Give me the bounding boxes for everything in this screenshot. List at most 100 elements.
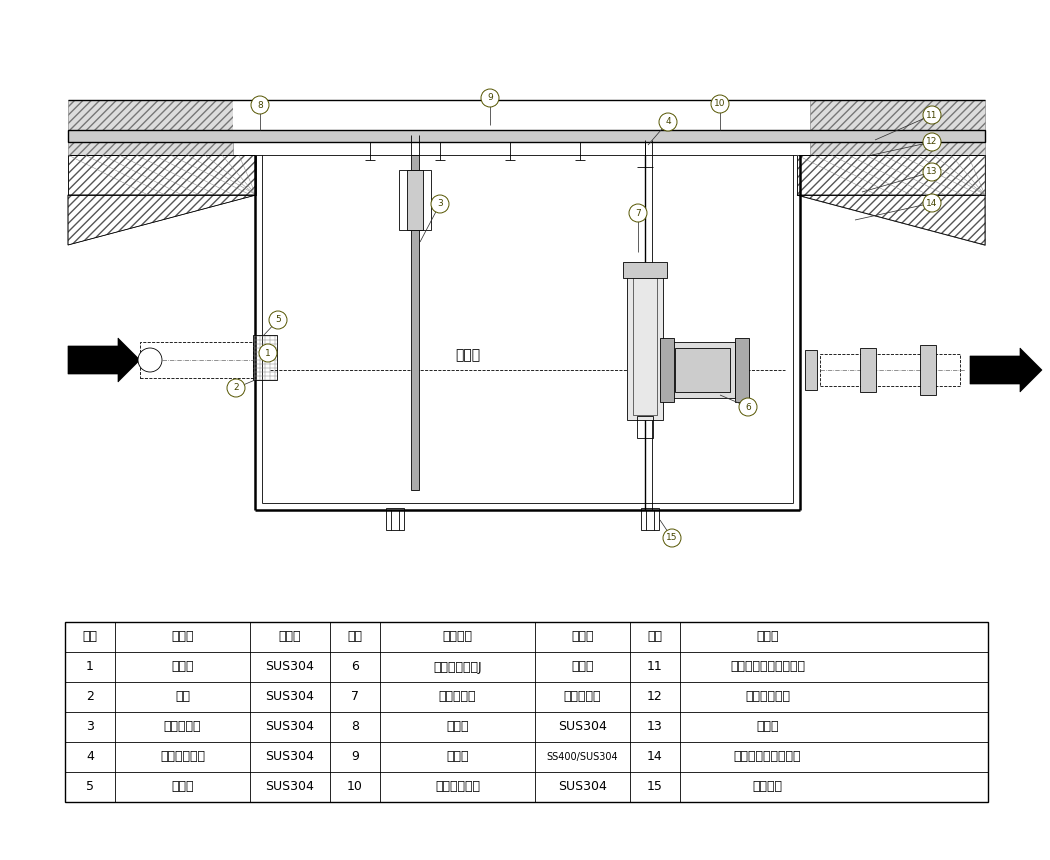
Text: 13: 13 <box>926 168 938 176</box>
Text: スラブコンクリート: スラブコンクリート <box>734 751 801 764</box>
Text: 15: 15 <box>667 533 677 543</box>
Text: 15: 15 <box>647 781 663 794</box>
Text: 防水止フック: 防水止フック <box>160 751 205 764</box>
Bar <box>399 170 430 230</box>
Circle shape <box>481 89 499 107</box>
Circle shape <box>711 95 729 113</box>
Text: 7: 7 <box>635 208 640 218</box>
Circle shape <box>259 344 277 362</box>
Text: 3: 3 <box>437 200 443 208</box>
Text: 吊り金具: 吊り金具 <box>753 781 782 794</box>
Polygon shape <box>68 142 233 155</box>
Text: Ｐ　Ｖ　Ｃ: Ｐ Ｖ Ｃ <box>564 691 602 703</box>
Polygon shape <box>68 195 256 245</box>
Bar <box>640 508 659 530</box>
Text: SS400/SUS304: SS400/SUS304 <box>547 752 618 762</box>
Text: 9: 9 <box>351 751 359 764</box>
Polygon shape <box>68 155 256 195</box>
Polygon shape <box>68 338 140 382</box>
Bar <box>68 130 985 142</box>
Text: 5: 5 <box>86 781 94 794</box>
Text: SUS304: SUS304 <box>266 751 314 764</box>
Bar <box>670 342 735 398</box>
Text: 受　枠: 受 枠 <box>446 721 468 734</box>
Polygon shape <box>970 348 1042 392</box>
Polygon shape <box>797 195 985 245</box>
Text: SUS304: SUS304 <box>266 691 314 703</box>
Circle shape <box>923 133 941 151</box>
Circle shape <box>923 106 941 124</box>
Text: 受笹: 受笹 <box>175 691 190 703</box>
Text: 11: 11 <box>926 110 938 120</box>
Circle shape <box>269 311 287 329</box>
Text: ふ　た: ふ た <box>446 751 468 764</box>
Text: SUS304: SUS304 <box>558 721 607 734</box>
Text: 品　　名: 品 名 <box>442 630 473 643</box>
Bar <box>253 335 277 380</box>
Text: 14: 14 <box>926 199 938 207</box>
Text: 8: 8 <box>351 721 359 734</box>
Text: 品　名: 品 名 <box>756 630 779 643</box>
Bar <box>860 348 876 392</box>
Text: スライド板: スライド板 <box>164 721 202 734</box>
Circle shape <box>430 195 449 213</box>
Bar <box>805 350 817 390</box>
Circle shape <box>923 194 941 212</box>
Text: 2: 2 <box>86 691 93 703</box>
Bar <box>411 155 419 490</box>
Text: 6: 6 <box>746 402 751 411</box>
Circle shape <box>663 529 681 547</box>
Text: 部番: 部番 <box>83 630 98 643</box>
Bar <box>627 270 663 420</box>
Text: 本　体: 本 体 <box>171 660 194 673</box>
Text: トラップ管: トラップ管 <box>439 691 477 703</box>
Text: 部番: 部番 <box>648 630 663 643</box>
Text: 流入管: 流入管 <box>171 781 194 794</box>
Text: SUS304: SUS304 <box>266 721 314 734</box>
Text: 品　名: 品 名 <box>171 630 194 643</box>
Text: 6: 6 <box>351 660 359 673</box>
Text: 固定用ピース: 固定用ピース <box>435 781 480 794</box>
Text: 材　質: 材 質 <box>571 630 593 643</box>
Text: 10: 10 <box>348 781 363 794</box>
Text: フレキシブルJ: フレキシブルJ <box>434 660 482 673</box>
Bar <box>820 354 960 386</box>
Text: 10: 10 <box>714 100 726 108</box>
Text: 11: 11 <box>647 660 663 673</box>
Bar <box>386 508 404 530</box>
Bar <box>65 622 988 802</box>
Bar <box>637 416 653 438</box>
Bar <box>407 170 423 230</box>
Text: 部番: 部番 <box>348 630 362 643</box>
Text: 13: 13 <box>647 721 663 734</box>
Bar <box>633 275 657 415</box>
Text: SUS304: SUS304 <box>266 781 314 794</box>
Circle shape <box>251 96 269 114</box>
Polygon shape <box>68 100 233 130</box>
Circle shape <box>629 204 647 222</box>
Text: 4: 4 <box>666 118 671 126</box>
Text: SUS304: SUS304 <box>266 660 314 673</box>
Text: 9: 9 <box>487 94 492 102</box>
Text: SUS304: SUS304 <box>558 781 607 794</box>
Text: 1: 1 <box>265 348 271 358</box>
Circle shape <box>227 379 245 397</box>
Bar <box>623 262 667 278</box>
Text: 8: 8 <box>257 101 262 109</box>
Polygon shape <box>810 100 985 130</box>
Text: 4: 4 <box>86 751 93 764</box>
Text: 12: 12 <box>926 138 938 146</box>
Circle shape <box>739 398 757 416</box>
Text: 材　質: 材 質 <box>278 630 301 643</box>
Text: 14: 14 <box>647 751 663 764</box>
Bar <box>920 345 936 395</box>
Circle shape <box>659 113 677 131</box>
Circle shape <box>923 163 941 181</box>
Circle shape <box>138 348 162 372</box>
Text: ゴ　ム: ゴ ム <box>571 660 593 673</box>
Text: 保護モルタル: 保護モルタル <box>746 691 790 703</box>
Text: 5: 5 <box>275 316 281 324</box>
Bar <box>735 338 749 402</box>
Text: 1: 1 <box>86 660 93 673</box>
Text: 3: 3 <box>86 721 93 734</box>
